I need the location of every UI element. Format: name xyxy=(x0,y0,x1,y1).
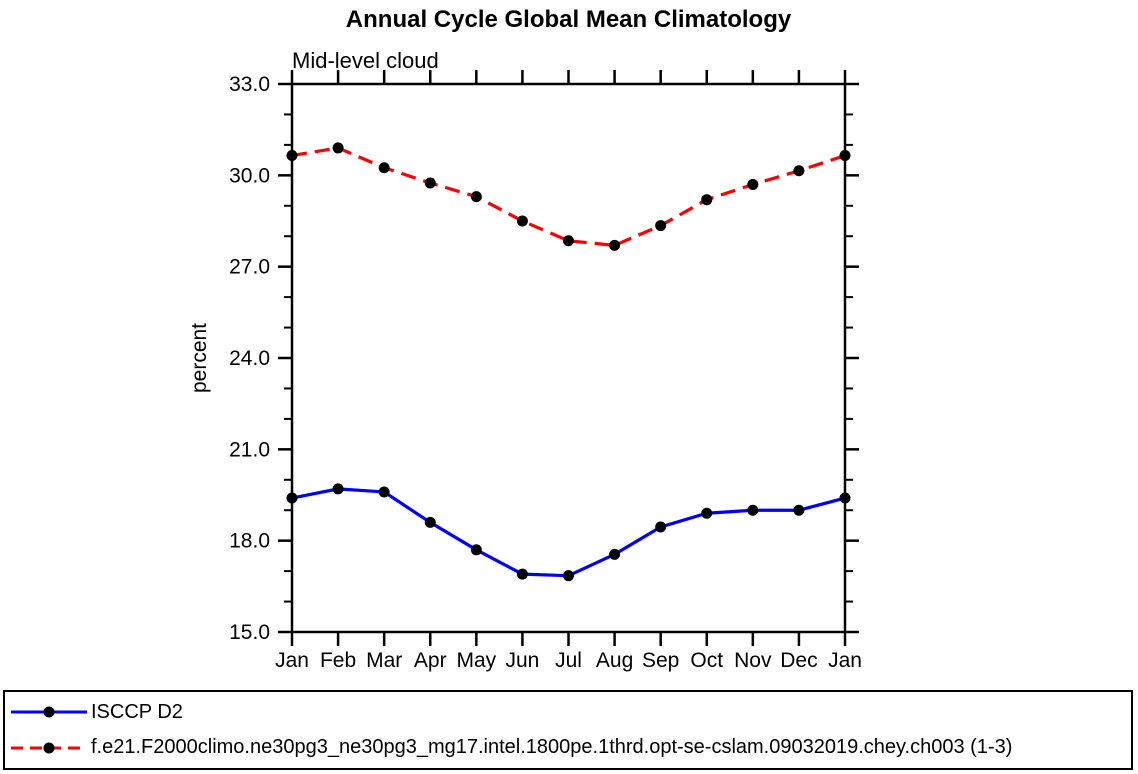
data-point xyxy=(839,150,851,162)
y-tick-label: 27.0 xyxy=(229,256,270,279)
data-point xyxy=(286,492,298,504)
legend-line-sample-solid-icon xyxy=(11,706,87,718)
data-point xyxy=(424,177,436,189)
plot-frame xyxy=(290,82,847,634)
chart-canvas: 15.0 18.0 21.0 24.0 27.0 30.0 33.0 Jan Feb Mar Apr… xyxy=(188,70,862,672)
data-point xyxy=(609,548,621,560)
y-tick-label: 18.0 xyxy=(229,530,270,553)
x-tick-label: Jul xyxy=(555,649,582,672)
y-axis-major-ticks xyxy=(278,82,859,634)
data-point xyxy=(470,191,482,203)
legend-box: ISCCP D2 f.e21.F2000climo.ne30pg3_ne30pg… xyxy=(3,690,1133,770)
data-point xyxy=(563,235,574,247)
data-point xyxy=(332,483,344,495)
data-point xyxy=(332,142,344,154)
data-point xyxy=(747,504,759,516)
y-axis-tick-labels: 15.0 18.0 21.0 24.0 27.0 30.0 33.0 xyxy=(229,73,270,644)
y-tick-label: 15.0 xyxy=(229,621,270,644)
x-tick-label: Nov xyxy=(734,649,772,672)
chart-title: Annual Cycle Global Mean Climatology xyxy=(345,6,792,33)
x-tick-label: Jan xyxy=(275,649,309,672)
legend-entry-model: f.e21.F2000climo.ne30pg3_ne30pg3_mg17.in… xyxy=(9,731,1127,765)
x-tick-label: Aug xyxy=(596,649,633,672)
legend-line-sample-dashed-icon xyxy=(11,742,87,754)
chart-subtitle: Mid-level cloud xyxy=(292,48,439,73)
x-tick-label: Apr xyxy=(414,649,447,672)
series-isccp-d2 xyxy=(286,483,851,582)
data-point xyxy=(793,504,805,516)
x-tick-label: May xyxy=(456,649,496,672)
x-tick-label: Oct xyxy=(690,649,723,672)
x-tick-label: Feb xyxy=(320,649,356,672)
series-model-run xyxy=(286,142,851,251)
data-point xyxy=(793,165,805,177)
series-line-model-run xyxy=(291,146,846,247)
y-tick-label: 33.0 xyxy=(229,73,270,96)
data-point xyxy=(839,492,851,504)
data-point xyxy=(286,150,298,162)
data-point xyxy=(470,544,482,556)
x-axis-ticks xyxy=(290,70,847,646)
data-point xyxy=(516,215,528,227)
y-axis-minor-ticks xyxy=(284,113,853,603)
series-line-isccp-d2 xyxy=(291,487,846,578)
legend-label-model: f.e21.F2000climo.ne30pg3_ne30pg3_mg17.in… xyxy=(91,736,1013,759)
y-tick-label: 30.0 xyxy=(229,164,270,187)
x-axis-tick-labels: Jan Feb Mar Apr May Jun Jul Aug Sep Oct Nov Dec Jan xyxy=(275,649,862,672)
data-point xyxy=(563,570,574,582)
data-point xyxy=(516,568,528,580)
data-point xyxy=(378,486,390,498)
data-point xyxy=(747,178,759,190)
y-tick-label: 21.0 xyxy=(229,438,270,461)
data-point xyxy=(655,220,667,232)
data-point xyxy=(378,162,390,174)
legend-entry-isccp: ISCCP D2 xyxy=(9,695,1127,729)
y-axis-title: percent xyxy=(188,323,211,393)
data-point xyxy=(424,516,436,528)
data-point xyxy=(701,507,713,519)
y-tick-label: 24.0 xyxy=(229,347,270,370)
x-tick-label: Jan xyxy=(828,649,862,672)
data-point xyxy=(701,194,713,206)
legend-label-isccp: ISCCP D2 xyxy=(91,700,183,723)
x-tick-label: Jun xyxy=(505,649,539,672)
x-tick-label: Mar xyxy=(366,649,402,672)
data-point xyxy=(655,521,667,533)
x-tick-label: Sep xyxy=(642,649,679,672)
data-point xyxy=(609,239,621,251)
x-tick-label: Dec xyxy=(780,649,817,672)
